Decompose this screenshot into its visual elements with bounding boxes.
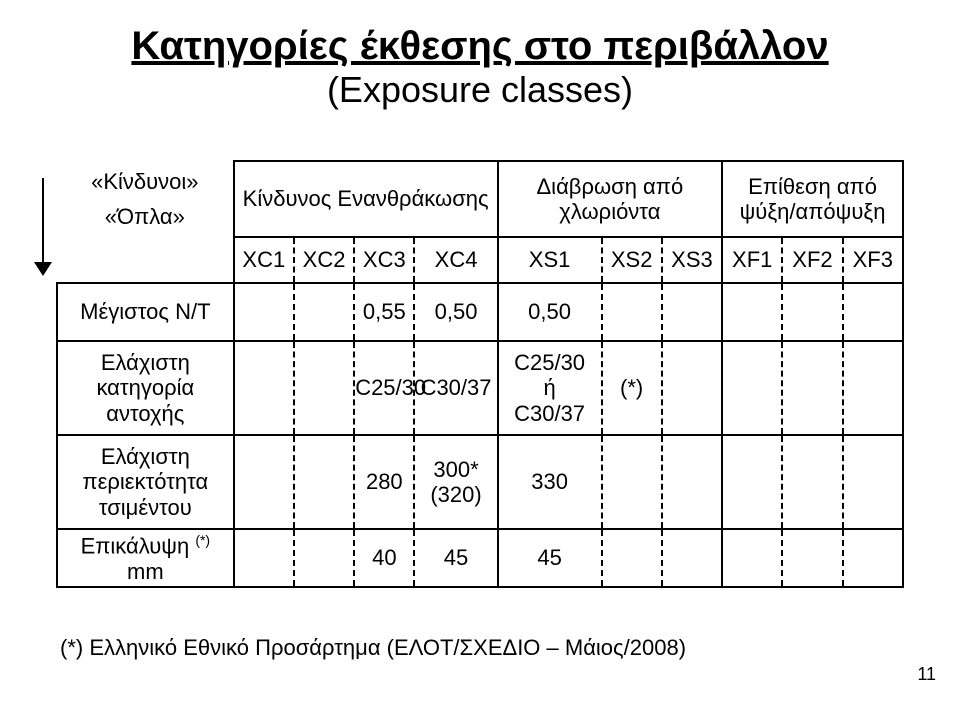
label-opla: «Όπλα»	[57, 204, 233, 229]
slide: Κατηγορίες έκθεσης στο περιβάλλον (Expos…	[0, 0, 960, 705]
cell-mincement-xc3: 280	[354, 435, 414, 529]
cell-maxnt-xs1: 0,50	[498, 283, 602, 341]
cell-minclass-xs1: C25/30 ή C30/37	[498, 341, 602, 435]
label-kindynoi: «Κίνδυνοι»	[57, 169, 233, 194]
cell-cover-xs1: 45	[498, 529, 602, 587]
exposure-table: «Κίνδυνοι» «Όπλα» Κίνδυνος Ενανθράκωσης …	[56, 160, 904, 588]
code-xc2: XC2	[294, 237, 354, 283]
row-label-max-nt: Μέγιστος Ν/Τ	[57, 283, 234, 341]
cell-minclass-xs2: (*)	[602, 341, 662, 435]
code-xs3: XS3	[662, 237, 722, 283]
hdr-chlorides: Διάβρωση από χλωριόντα	[498, 161, 722, 237]
row-label-min-class: Ελάχιστη κατηγορία αντοχής	[57, 341, 234, 435]
table-area: «Κίνδυνοι» «Όπλα» Κίνδυνος Ενανθράκωσης …	[56, 160, 904, 588]
row-label-min-cement: Ελάχιστη περιεκτότητα τσιμέντου	[57, 435, 234, 529]
row-label-cover: Επικάλυψη (*) mm	[57, 529, 234, 587]
cell-minclass-xc3: C25/30	[354, 341, 414, 435]
cell-maxnt-xc4: 0,50	[414, 283, 497, 341]
page-number: 11	[917, 664, 936, 685]
code-xc4: XC4	[414, 237, 497, 283]
cell-minclass-xc4: C30/37	[414, 341, 497, 435]
code-xf1: XF1	[722, 237, 782, 283]
title-line-1: Κατηγορίες έκθεσης στο περιβάλλον	[0, 24, 960, 69]
footnote: (*) Ελληνικό Εθνικό Προσάρτημα (ΕΛΟΤ/ΣΧΕ…	[60, 635, 686, 661]
cell-mincement-xs1: 330	[498, 435, 602, 529]
hdr-carbonation: Κίνδυνος Ενανθράκωσης	[234, 161, 498, 237]
code-xc1: XC1	[234, 237, 294, 283]
code-xs2: XS2	[602, 237, 662, 283]
cell-cover-xc3: 40	[354, 529, 414, 587]
code-xf2: XF2	[782, 237, 842, 283]
code-xs1: XS1	[498, 237, 602, 283]
title-block: Κατηγορίες έκθεσης στο περιβάλλον (Expos…	[0, 0, 960, 111]
code-xc3: XC3	[354, 237, 414, 283]
label-kindynoi-opla: «Κίνδυνοι» «Όπλα»	[57, 161, 234, 237]
cell-maxnt-xc3: 0,55	[354, 283, 414, 341]
hdr-freeze: Επίθεση από ψύξη/απόψυξη	[722, 161, 903, 237]
title-line-2: (Exposure classes)	[0, 69, 960, 111]
cell-cover-xc4: 45	[414, 529, 497, 587]
code-xf3: XF3	[843, 237, 903, 283]
cell-mincement-xc4: 300* (320)	[414, 435, 497, 529]
